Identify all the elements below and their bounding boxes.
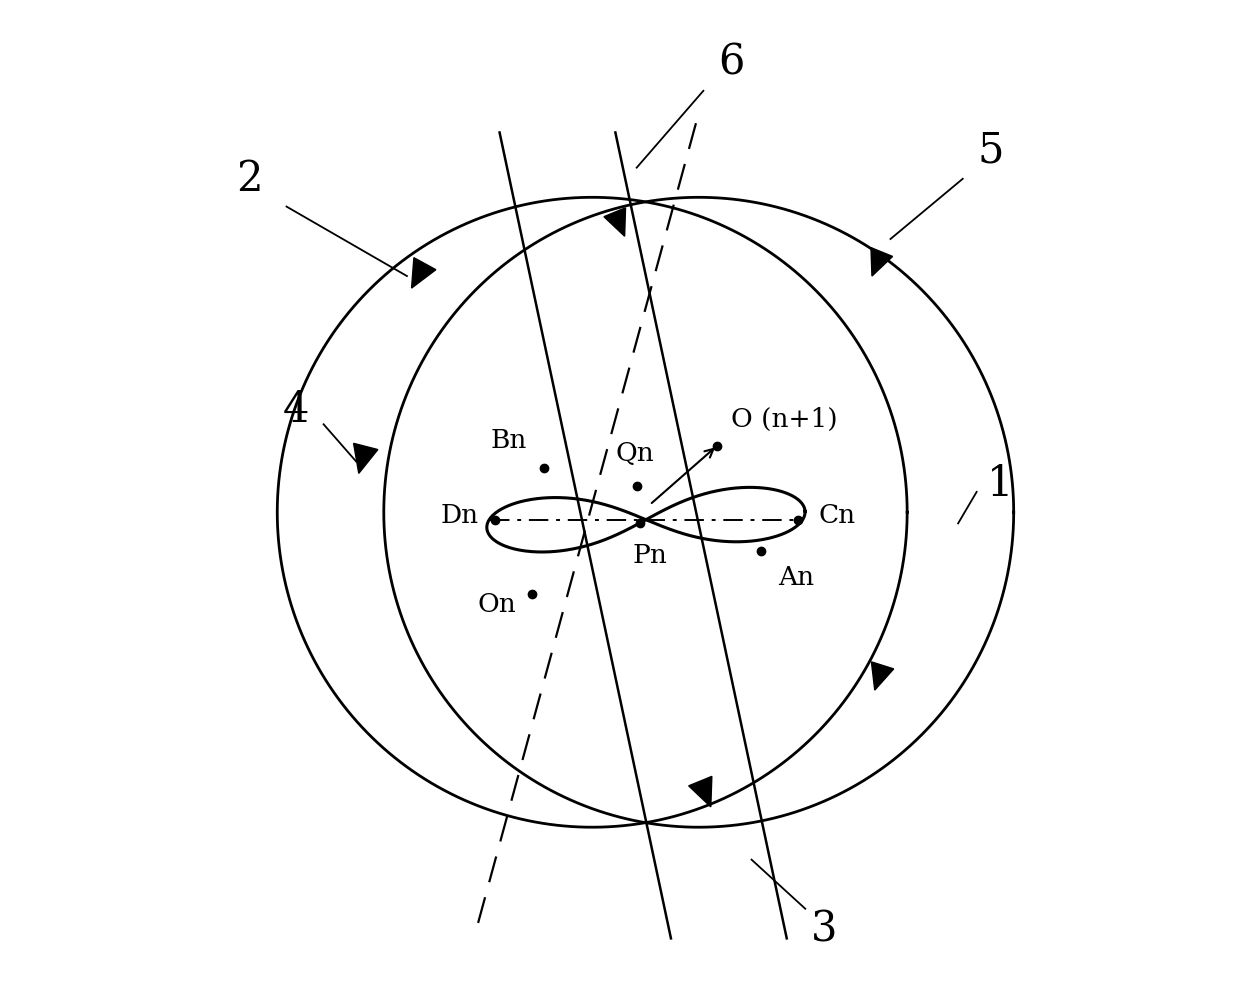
Text: Qn: Qn [615,442,655,467]
Text: 4: 4 [283,389,309,432]
Text: 2: 2 [236,158,263,200]
Polygon shape [604,208,625,236]
Text: On: On [477,593,516,618]
Polygon shape [870,247,893,276]
Text: Cn: Cn [818,503,856,527]
Text: 1: 1 [987,464,1013,505]
Polygon shape [412,258,436,288]
Polygon shape [872,662,894,690]
Polygon shape [353,444,378,474]
Polygon shape [688,777,712,807]
Text: 3: 3 [811,908,837,950]
Text: An: An [777,564,815,590]
Text: Pn: Pn [632,543,667,568]
Text: 6: 6 [718,42,744,83]
Text: O (n+1): O (n+1) [730,407,837,433]
Text: Bn: Bn [491,428,527,453]
Text: Dn: Dn [440,503,479,527]
Text: 5: 5 [977,130,1004,172]
